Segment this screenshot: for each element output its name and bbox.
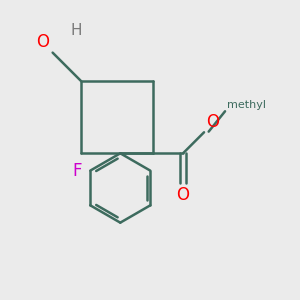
Text: O: O bbox=[206, 112, 219, 130]
Text: methyl: methyl bbox=[227, 100, 266, 110]
Text: O: O bbox=[176, 186, 190, 204]
Text: F: F bbox=[73, 162, 82, 180]
Text: H: H bbox=[71, 23, 82, 38]
Text: O: O bbox=[36, 33, 49, 51]
